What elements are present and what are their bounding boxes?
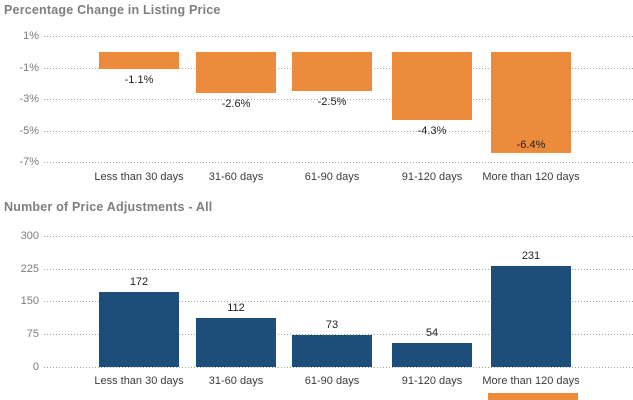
gridline	[44, 235, 633, 237]
category-label: 91-120 days	[401, 375, 463, 387]
bar-value-label: -2.5%	[317, 96, 347, 109]
bar-value-label: -1.1%	[124, 74, 154, 87]
gridline	[44, 334, 633, 336]
bar[interactable]	[491, 266, 571, 367]
bar[interactable]	[491, 52, 571, 153]
y-axis-tick-label: 0	[32, 361, 39, 373]
category-label: More than 120 days	[482, 171, 580, 183]
y-axis-tick-label: -3%	[19, 93, 39, 106]
gridline	[44, 130, 633, 132]
bar-value-label: -4.3%	[417, 124, 447, 137]
y-axis-tick-label: 150	[20, 295, 39, 308]
y-axis-tick-label: -7%	[19, 156, 39, 169]
bar[interactable]	[196, 318, 276, 367]
category-label: 91-120 days	[401, 171, 463, 183]
y-axis-tick-label: 225	[20, 262, 39, 275]
y-axis-tick-label: 300	[20, 229, 39, 242]
gridline	[44, 268, 633, 270]
bar-value-label: -6.4%	[516, 138, 546, 151]
bar-value-label: 172	[129, 275, 149, 288]
bar[interactable]	[392, 343, 472, 367]
gridline	[44, 162, 633, 164]
bar[interactable]	[292, 52, 372, 92]
y-axis-tick-label: -1%	[19, 61, 39, 74]
bar[interactable]	[99, 291, 179, 367]
bar[interactable]	[196, 52, 276, 93]
category-label: Less than 30 days	[94, 171, 184, 183]
gridline	[44, 36, 633, 38]
y-axis-tick-label: -5%	[19, 124, 39, 137]
gridline	[44, 99, 633, 101]
category-label: 61-90 days	[304, 171, 360, 183]
y-axis-tick-label: 75	[26, 328, 39, 341]
bar-value-label: 231	[521, 250, 541, 263]
gridline	[44, 367, 633, 368]
bar-value-label: 54	[425, 327, 439, 340]
bar[interactable]	[392, 52, 472, 120]
bar-value-label: -2.6%	[221, 97, 251, 110]
chart-title-price-adjustments: Number of Price Adjustments - All	[4, 200, 213, 214]
y-axis-tick-label: 1%	[23, 30, 39, 43]
category-label: 61-90 days	[304, 375, 360, 387]
category-label: More than 120 days	[482, 375, 580, 387]
bar-value-label: 73	[325, 319, 339, 332]
chart-title-percentage-change: Percentage Change in Listing Price	[4, 3, 221, 17]
category-label: 31-60 days	[208, 375, 264, 387]
bar-value-label: 112	[227, 302, 245, 315]
bar[interactable]	[292, 335, 372, 367]
category-label: 31-60 days	[208, 171, 264, 183]
cutoff-partial-bar	[488, 393, 578, 400]
gridline	[44, 301, 633, 303]
bar[interactable]	[99, 52, 179, 70]
category-label: Less than 30 days	[94, 375, 184, 387]
